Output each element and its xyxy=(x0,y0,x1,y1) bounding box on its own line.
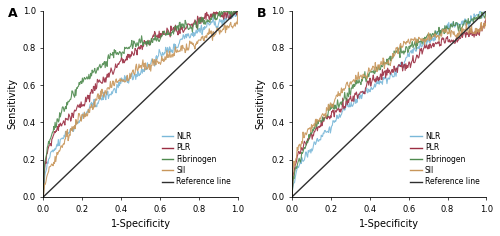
Legend: NLR, PLR, Fibrinogen, SII, Reference line: NLR, PLR, Fibrinogen, SII, Reference lin… xyxy=(158,129,234,189)
Legend: NLR, PLR, Fibrinogen, SII, Reference line: NLR, PLR, Fibrinogen, SII, Reference lin… xyxy=(408,129,482,189)
Text: A: A xyxy=(8,7,18,20)
Y-axis label: Sensitivity: Sensitivity xyxy=(256,78,266,129)
X-axis label: 1-Specificity: 1-Specificity xyxy=(359,219,419,229)
X-axis label: 1-Specificity: 1-Specificity xyxy=(110,219,170,229)
Text: B: B xyxy=(257,7,266,20)
Y-axis label: Sensitivity: Sensitivity xyxy=(7,78,17,129)
